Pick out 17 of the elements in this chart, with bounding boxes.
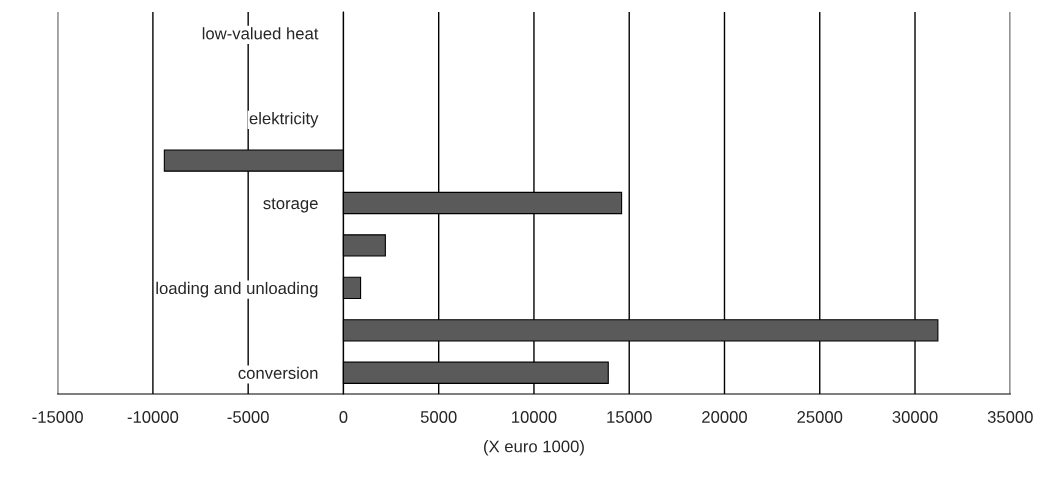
x-tick-label: -15000 xyxy=(32,411,83,423)
x-tick-label: 20000 xyxy=(702,411,748,423)
x-tick-label: -5000 xyxy=(227,411,269,423)
y-tick-label: loading and unloading xyxy=(156,281,318,298)
x-tick-label: 35000 xyxy=(987,411,1033,423)
y-tick-label: conversion xyxy=(238,366,318,379)
x-tick-label: 0 xyxy=(339,411,348,423)
y-tick-label: elektricity xyxy=(249,112,319,128)
y-tick-label: low-valued heat xyxy=(202,27,319,40)
x-tick-label: 5000 xyxy=(420,411,457,423)
x-tick-label: 30000 xyxy=(892,411,938,423)
x-tick-label: 10000 xyxy=(512,411,557,423)
x-tick-label: 15000 xyxy=(607,411,652,423)
x-axis-title: (X euro 1000) xyxy=(484,440,584,456)
y-tick-label: storage xyxy=(263,198,318,213)
x-tick-label: 25000 xyxy=(797,411,843,423)
x-tick-label: -10000 xyxy=(127,411,179,423)
